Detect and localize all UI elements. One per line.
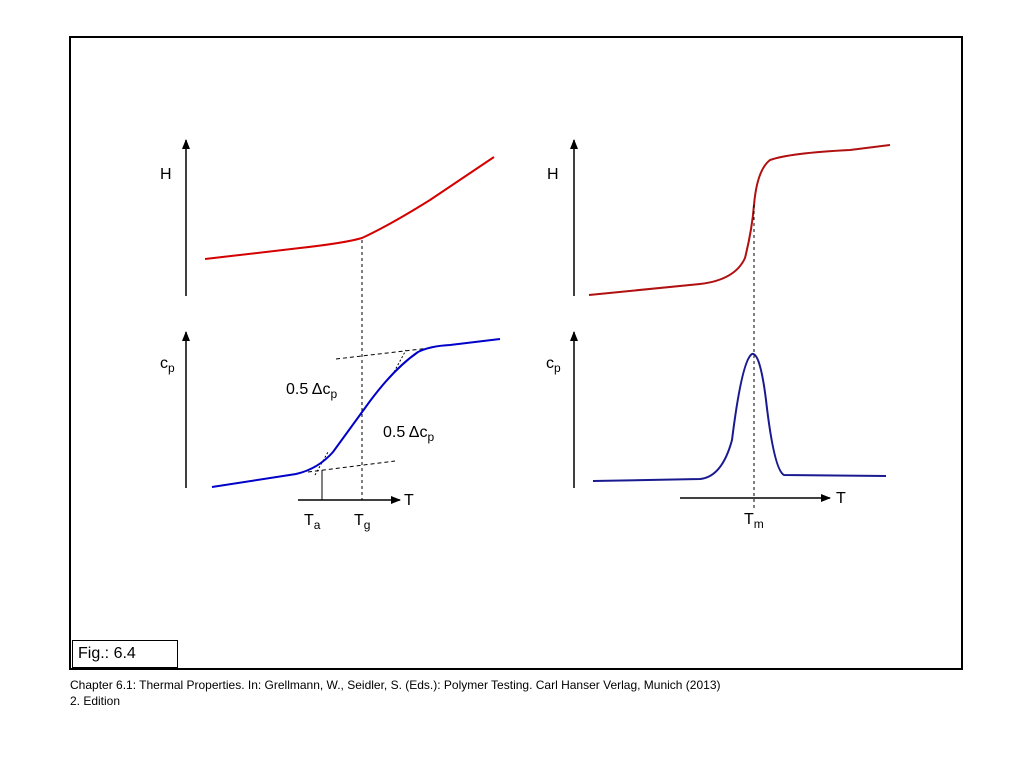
left-h-axis-label: H (160, 166, 172, 183)
left-cp-curve (211, 338, 501, 488)
left-ta-label: Ta (304, 512, 321, 532)
left-enthalpy-curve (204, 156, 495, 260)
figure-caption: Chapter 6.1: Thermal Properties. In: Gre… (70, 677, 721, 709)
left-t-axis-label: T (404, 492, 414, 509)
figure-number-label: Fig.: 6.4 (72, 640, 178, 668)
left-cp-axis-label: cp (160, 355, 175, 375)
figure-frame (69, 36, 963, 670)
left-annotation-lower: 0.5 Δcp (383, 424, 435, 444)
right-tm-label: Tm (744, 511, 764, 531)
left-tg-label: Tg (354, 512, 370, 532)
right-cp-axis-label: cp (546, 355, 561, 375)
right-enthalpy-curve (588, 144, 891, 296)
caption-line-1: Chapter 6.1: Thermal Properties. In: Gre… (70, 678, 721, 692)
right-cp-curve (592, 353, 887, 482)
right-h-axis-label: H (547, 166, 559, 183)
left-upper-tangent (335, 347, 431, 360)
caption-line-2: 2. Edition (70, 694, 121, 708)
right-t-axis-label: T (836, 490, 846, 507)
left-annotation-upper: 0.5 Δcp (286, 381, 338, 401)
left-upper-slope-guide (393, 349, 407, 373)
